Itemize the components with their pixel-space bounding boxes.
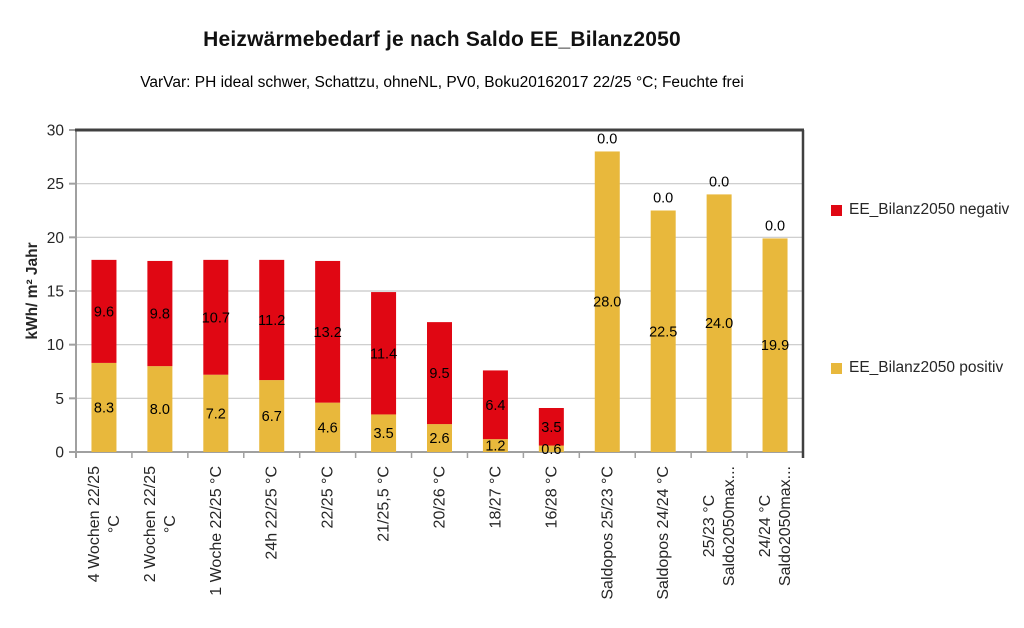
- value-label-positiv: 24.0: [705, 316, 733, 332]
- y-tick-label: 5: [55, 391, 64, 408]
- bar-segment-positiv: [203, 374, 229, 452]
- value-label-positiv: 22.5: [649, 324, 677, 340]
- bar-segment-positiv: [371, 414, 397, 452]
- value-label-negativ: 9.8: [150, 307, 170, 323]
- legend-item-positiv: EE_Bilanz2050 positiv: [831, 359, 1003, 377]
- x-category-label: 22/25 °C: [320, 466, 337, 528]
- x-category-label: Saldo2050max...: [777, 466, 794, 586]
- x-category-label: 24h 22/25 °C: [264, 466, 281, 560]
- legend-label-positiv: EE_Bilanz2050 positiv: [849, 359, 1004, 376]
- bar-segment-negativ: [371, 292, 397, 415]
- value-label-negativ: 11.2: [258, 313, 285, 329]
- bar-segment-negativ: [482, 370, 508, 440]
- x-category-label: 2 Wochen 22/25: [142, 466, 159, 582]
- y-tick-label: 25: [47, 176, 64, 193]
- bar-segment-positiv: [538, 445, 564, 452]
- value-label-positiv: 19.9: [761, 338, 789, 354]
- value-label-negativ: 0.0: [653, 191, 673, 207]
- x-category-label: 25/23 °C: [701, 495, 718, 557]
- value-label-negativ: 0.0: [765, 218, 785, 234]
- x-category-label: 16/28 °C: [543, 466, 560, 528]
- x-category-label: 21/25,5 °C: [376, 466, 393, 542]
- legend-swatch-negativ: [831, 204, 842, 216]
- bar-segment-negativ: [203, 259, 229, 375]
- bar-segment-positiv: [259, 380, 285, 452]
- value-label-positiv: 0.6: [541, 442, 561, 458]
- bar-segment-positiv: [147, 366, 173, 452]
- value-label-positiv: 2.6: [429, 431, 449, 447]
- bar-segment-negativ: [427, 322, 452, 425]
- bar-segment-negativ: [147, 260, 173, 367]
- bar-segment-positiv: [427, 424, 452, 452]
- chart-title: Heizwärmebedarf je nach Saldo EE_Bilanz2…: [203, 28, 681, 51]
- value-label-positiv: 4.6: [318, 420, 338, 436]
- bar-segment-positiv: [315, 402, 341, 452]
- value-label-negativ: 6.4: [485, 398, 505, 414]
- value-label-negativ: 10.7: [202, 310, 230, 326]
- x-category-label: Saldopos 25/23 °C: [599, 466, 616, 600]
- x-category-label: Saldopos 24/24 °C: [655, 466, 672, 600]
- value-label-positiv: 1.2: [485, 439, 505, 455]
- x-category-label: 18/27 °C: [487, 466, 504, 528]
- x-category-label: 4 Wochen 22/25: [86, 466, 103, 582]
- bar-segment-negativ: [538, 407, 564, 446]
- x-category-label: 20/26 °C: [432, 466, 449, 528]
- x-category-label: Saldo2050max...: [721, 466, 738, 586]
- x-category-label: °C: [162, 515, 179, 533]
- legend-item-negativ: EE_Bilanz2050 negativ: [831, 201, 1009, 219]
- bar-segment-positiv: [482, 439, 508, 452]
- y-axis-title: kWh/ m² Jahr: [0, 242, 82, 339]
- value-label-positiv: 7.2: [206, 406, 226, 422]
- value-label-negativ: 9.6: [94, 304, 114, 320]
- y-tick-label: 10: [47, 337, 65, 354]
- value-label-negativ: 3.5: [541, 420, 561, 436]
- value-label-negativ: 0.0: [709, 174, 729, 190]
- value-label-positiv: 6.7: [262, 409, 282, 425]
- x-category-label: 1 Woche 22/25 °C: [208, 466, 225, 596]
- x-category-label: 24/24 °C: [757, 495, 774, 557]
- bar-segment-negativ: [259, 259, 285, 381]
- value-label-positiv: 8.0: [150, 402, 170, 418]
- value-label-negativ: 9.5: [429, 366, 449, 382]
- bar-segment-positiv: [650, 210, 676, 452]
- value-label-negativ: 11.4: [370, 346, 397, 362]
- value-label-positiv: 28.0: [593, 295, 621, 311]
- y-tick-label: 0: [55, 445, 64, 462]
- x-category-label: °C: [106, 515, 123, 533]
- value-label-positiv: 3.5: [373, 426, 393, 442]
- bar-segment-positiv: [706, 194, 732, 452]
- y-tick-label: 30: [47, 123, 65, 140]
- bar-segment-negativ: [315, 260, 341, 403]
- y-tick-label: 15: [47, 284, 64, 301]
- bar-segment-positiv: [762, 238, 788, 452]
- bar-segment-positiv: [91, 362, 117, 452]
- legend-swatch-positiv: [831, 362, 842, 374]
- value-label-positiv: 8.3: [94, 400, 114, 416]
- chart-subtitle: VarVar: PH ideal schwer, Schattzu, ohneN…: [140, 74, 744, 91]
- value-label-negativ: 0.0: [597, 131, 617, 147]
- bar-segment-positiv: [594, 151, 620, 452]
- value-label-negativ: 13.2: [314, 325, 342, 341]
- bar-segment-negativ: [91, 259, 117, 363]
- y-axis-title-text: kWh/ m² Jahr: [24, 242, 41, 340]
- y-tick-label: 20: [47, 230, 65, 247]
- legend-label-negativ: EE_Bilanz2050 negativ: [849, 201, 1010, 218]
